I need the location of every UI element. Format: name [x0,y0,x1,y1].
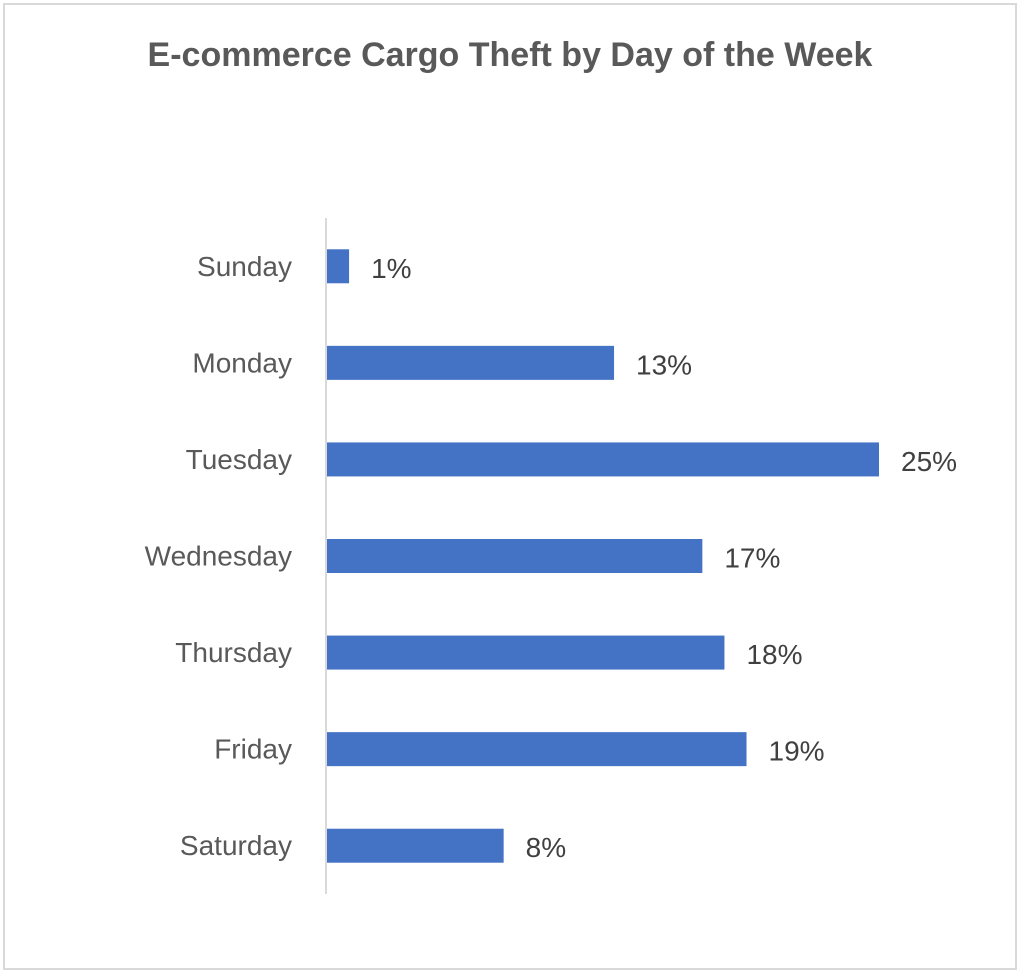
bar-sunday [327,249,350,284]
data-label-wednesday: 17% [724,543,780,574]
bar-thursday [327,635,725,670]
category-label-sunday: Sunday [197,251,292,282]
chart-frame [3,3,1017,970]
data-label-monday: 13% [636,349,692,380]
data-label-tuesday: 25% [901,446,957,477]
bars-group: Sunday 1% Monday 13% Tuesday 25% Wednesday 17% T… [145,249,957,863]
bar-friday [327,732,747,767]
bar-saturday [327,828,504,863]
category-label-wednesday: Wednesday [145,541,292,572]
category-label-saturday: Saturday [180,830,292,861]
data-label-saturday: 8% [526,832,566,863]
bar-monday [327,345,615,380]
category-label-tuesday: Tuesday [186,444,292,475]
bar-tuesday [327,442,879,477]
data-label-friday: 19% [769,736,825,767]
category-label-thursday: Thursday [175,637,292,668]
data-label-sunday: 1% [371,253,411,284]
chart-title: E-commerce Cargo Theft by Day of the Wee… [147,36,873,74]
category-label-friday: Friday [214,734,292,765]
data-label-thursday: 18% [746,639,802,670]
category-label-monday: Monday [192,347,292,378]
bar-wednesday [327,539,703,573]
